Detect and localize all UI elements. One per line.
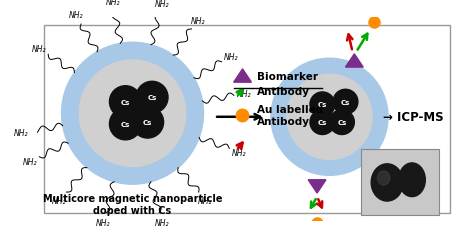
Text: Cs: Cs <box>121 99 130 105</box>
Circle shape <box>109 86 141 118</box>
Text: NH₂: NH₂ <box>52 196 67 205</box>
Text: NH₂: NH₂ <box>237 90 252 99</box>
Text: NH₂: NH₂ <box>232 148 246 157</box>
Text: NH₂: NH₂ <box>155 0 169 9</box>
Bar <box>361 149 438 215</box>
Circle shape <box>287 75 372 160</box>
Text: Antibody: Antibody <box>257 87 310 97</box>
Text: Cs: Cs <box>318 120 327 126</box>
Circle shape <box>79 61 186 167</box>
Polygon shape <box>234 69 251 83</box>
Polygon shape <box>308 180 326 193</box>
Ellipse shape <box>371 164 403 201</box>
Text: Au labelled
Antibody: Au labelled Antibody <box>257 105 323 126</box>
Ellipse shape <box>377 171 390 185</box>
Text: Cs: Cs <box>121 121 130 127</box>
Text: Multicore magnetic nanoparticle
doped with Cs: Multicore magnetic nanoparticle doped wi… <box>43 193 222 215</box>
Text: NH₂: NH₂ <box>106 0 120 7</box>
Ellipse shape <box>399 163 425 197</box>
Circle shape <box>62 43 203 184</box>
Circle shape <box>132 107 164 138</box>
Text: Cs: Cs <box>337 120 346 126</box>
Text: NH₂: NH₂ <box>155 218 169 227</box>
Text: NH₂: NH₂ <box>13 129 28 138</box>
Circle shape <box>136 82 168 114</box>
Circle shape <box>109 109 141 140</box>
Polygon shape <box>346 54 363 68</box>
Text: Cs: Cs <box>143 120 152 126</box>
Text: Cs: Cs <box>147 95 157 101</box>
Text: NH₂: NH₂ <box>32 44 47 53</box>
Text: NH₂: NH₂ <box>22 157 37 166</box>
Circle shape <box>310 110 335 135</box>
Circle shape <box>333 90 358 115</box>
Text: NH₂: NH₂ <box>224 53 238 62</box>
Text: NH₂: NH₂ <box>198 196 213 205</box>
Text: NH₂: NH₂ <box>96 218 110 227</box>
Text: NH₂: NH₂ <box>68 11 83 20</box>
Text: Cs: Cs <box>341 99 350 105</box>
Circle shape <box>329 110 355 135</box>
Text: → ICP-MS: → ICP-MS <box>383 111 443 124</box>
Text: Biomarker: Biomarker <box>257 72 318 81</box>
Text: NH₂: NH₂ <box>191 17 205 26</box>
Circle shape <box>310 93 335 117</box>
Text: Cs: Cs <box>318 102 327 108</box>
Circle shape <box>271 59 388 175</box>
